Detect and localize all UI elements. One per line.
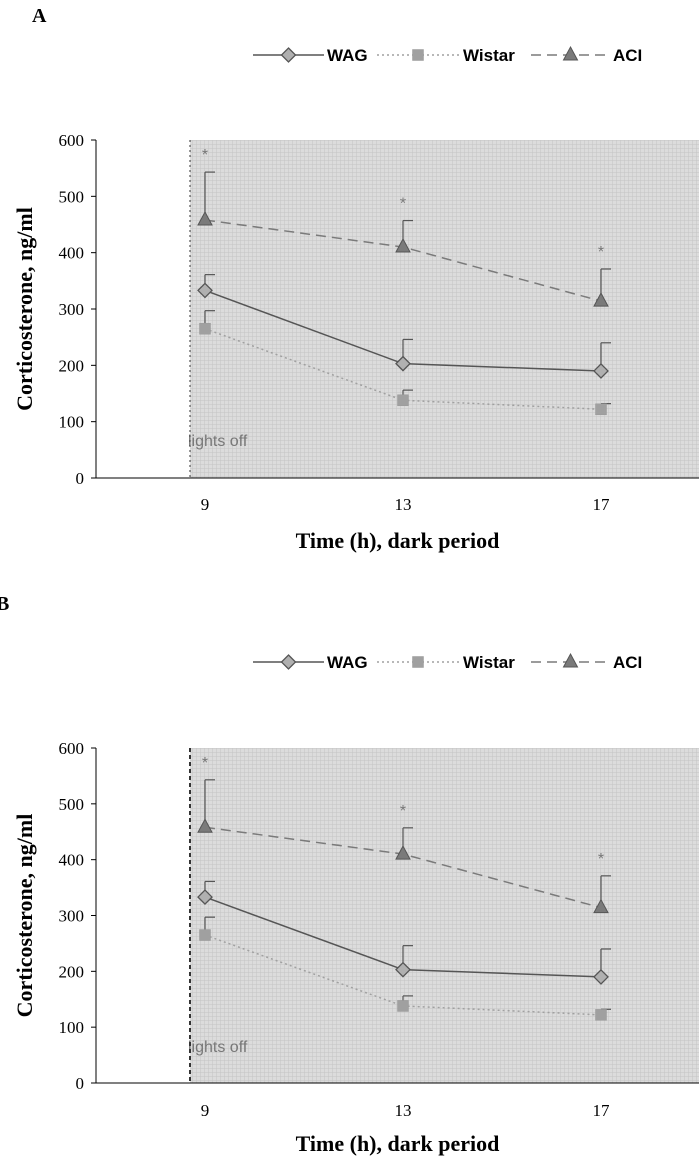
legend-marker-wistar [412,656,424,668]
y-tick-label: 100 [59,1018,85,1037]
x-axis-title: Time (h), dark period [296,1131,500,1156]
dark-period-shading [190,748,699,1083]
chart-legend: WAG Wistar ACI [253,652,642,672]
y-tick-label: 400 [59,244,85,263]
data-point-aci [593,292,609,307]
y-axis-title: Corticosterone, ng/ml [12,814,37,1018]
panel-label: A [32,5,47,27]
data-point-wag [395,961,411,978]
significance-marker: * [400,803,406,820]
y-tick-label: 100 [59,413,85,432]
x-tick-label: 13 [395,1101,412,1120]
y-tick-label: 0 [76,1074,85,1093]
data-point-wag [593,363,609,379]
lights-off-annotation: lights off [188,433,248,450]
y-tick-label: 500 [59,187,85,206]
chart-panel-a: A WAG Wistar ACI Corticosterone, ng/ml Tim… [12,5,699,553]
chart-panel-b: B WAG Wistar ACI Corticosterone, ng/ml Tim… [0,593,699,1156]
legend-marker-wistar [412,49,424,61]
legend-label-aci: ACI [613,653,642,672]
data-point-wag [395,355,411,372]
data-point-wag [197,889,213,905]
y-tick-label: 400 [59,851,85,870]
data-point-aci [395,237,411,253]
y-tick-label: 0 [76,469,85,488]
data-point-wistar [199,322,211,335]
lights-off-annotation: lights off [188,1039,248,1056]
y-tick-label: 300 [59,300,85,319]
y-tick-label: 200 [59,356,85,375]
dark-period-shading [190,140,699,478]
legend-label-aci: ACI [613,46,642,65]
significance-marker: * [400,196,406,213]
y-tick-label: 500 [59,795,85,814]
y-tick-label: 600 [59,739,85,758]
data-point-aci [197,210,213,226]
y-axis-title: Corticosterone, ng/ml [12,207,37,411]
panel-label: B [0,593,9,615]
data-point-aci [395,845,411,860]
x-tick-label: 13 [395,495,412,514]
data-point-wistar [199,929,211,941]
significance-marker: * [202,147,208,164]
data-point-wag [593,968,609,985]
data-point-wistar [595,403,607,416]
data-point-wistar [595,1009,607,1021]
legend-label-wag: WAG [327,653,368,672]
x-tick-label: 9 [201,495,210,514]
significance-marker: * [202,755,208,772]
legend-marker-aci [562,45,579,61]
x-axis-title: Time (h), dark period [296,528,500,553]
legend-marker-wag [280,654,297,670]
x-tick-label: 17 [593,1101,611,1120]
legend-label-wistar: Wistar [463,653,515,672]
data-point-wistar [397,394,409,407]
legend-marker-aci [562,652,579,668]
data-point-aci [197,818,213,833]
significance-marker: * [598,244,604,261]
y-tick-label: 200 [59,962,85,981]
data-point-aci [593,898,609,914]
y-tick-label: 600 [59,131,85,150]
x-tick-label: 9 [201,1101,210,1120]
chart-legend: WAG Wistar ACI [253,45,642,65]
legend-marker-wag [280,47,297,63]
significance-marker: * [598,851,604,868]
y-tick-label: 300 [59,907,85,926]
data-point-wag [197,282,213,299]
x-tick-label: 17 [593,495,611,514]
legend-label-wistar: Wistar [463,46,515,65]
legend-label-wag: WAG [327,46,368,65]
data-point-wistar [397,1000,409,1012]
